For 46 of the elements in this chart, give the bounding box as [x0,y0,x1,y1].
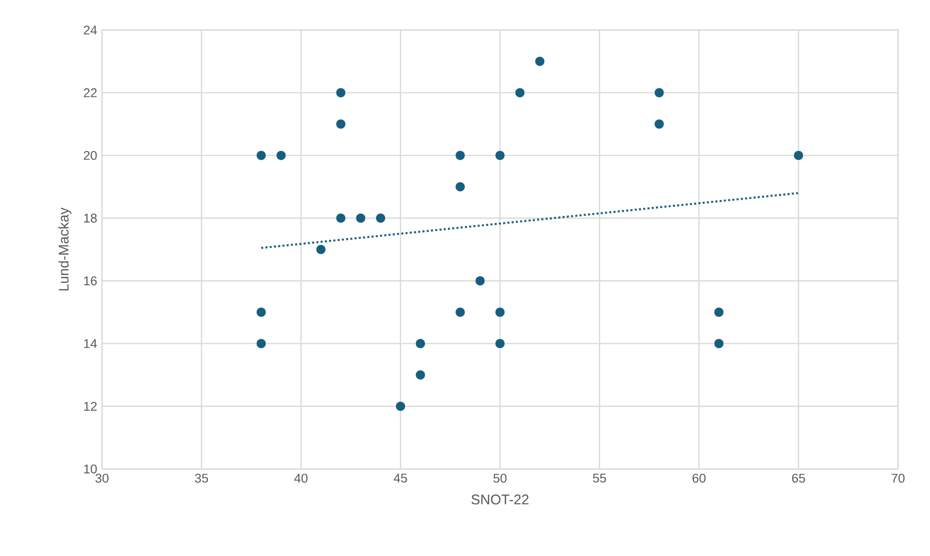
point [256,150,266,160]
x-axis-title: SNOT-22 [471,494,528,504]
point [495,307,506,318]
point [455,182,466,192]
point [256,307,266,318]
point [514,88,525,98]
point [396,401,406,412]
x-tick-label: 35 [194,474,208,483]
point [415,338,426,349]
point [654,88,664,98]
point [475,276,486,286]
point [714,307,724,318]
x-tick-label: 55 [592,474,606,483]
x-tick-label: 50 [493,474,507,483]
point [714,338,724,349]
x-tick-label: 65 [792,474,806,483]
x-tick-label: 70 [892,474,905,483]
point [356,213,366,224]
y-tick-label: 20 [84,150,97,160]
point [794,150,804,160]
point [336,119,346,130]
x-tick-label: 60 [692,474,706,483]
point [495,338,506,349]
point [316,244,326,254]
y-tick-label: 22 [84,88,97,98]
point [415,370,426,380]
y-tick-label: 24 [84,26,97,34]
point [654,119,664,130]
x-tick-label: 40 [294,474,308,483]
point [455,150,466,160]
y-tick-label: 16 [84,276,97,286]
x-tick-label: 45 [394,474,408,483]
y-tick-label: 10 [84,464,97,474]
point [534,56,545,66]
y-tick-label: 14 [84,339,97,348]
point [495,150,506,160]
x-tick-label: 30 [95,474,109,483]
y-axis-title: Lund-Mackay [58,208,72,290]
point [455,307,466,318]
point [376,213,386,224]
point [336,88,346,98]
point [256,338,266,349]
y-tick-label: 18 [84,214,97,223]
y-tick-label: 12 [84,402,97,411]
point [336,213,346,224]
point [276,150,286,160]
